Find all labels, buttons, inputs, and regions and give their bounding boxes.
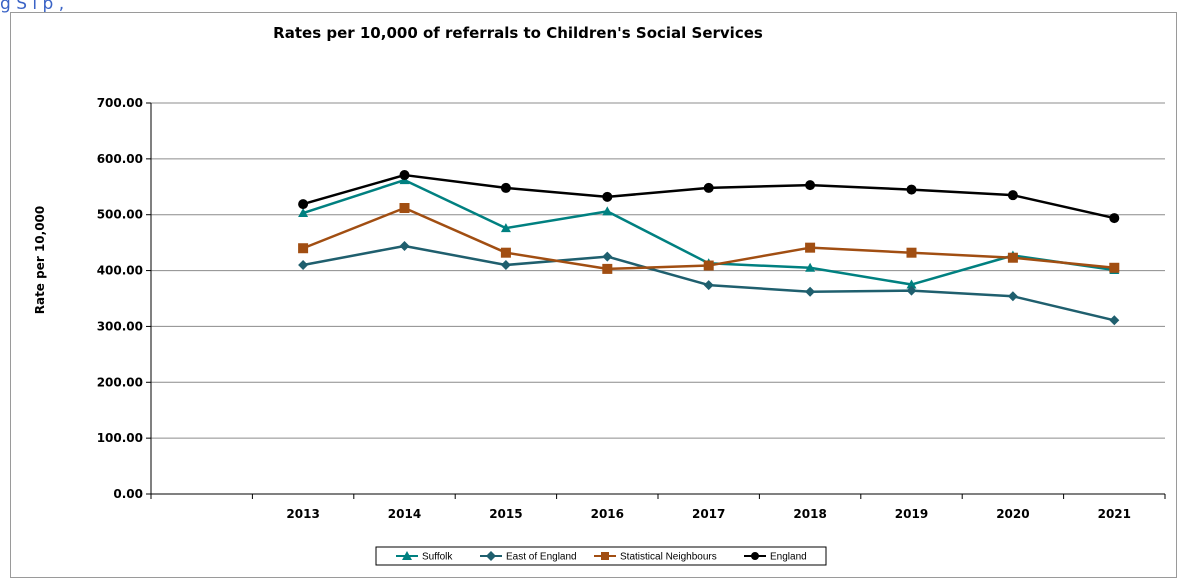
- y-axis-label: Rate per 10,000: [33, 206, 47, 315]
- chart-title: Rates per 10,000 of referrals to Childre…: [273, 24, 763, 42]
- legend-label-east-of-england: East of England: [506, 552, 577, 563]
- legend-marker-suffolk: [402, 551, 412, 560]
- y-tick-label: 300.00: [97, 319, 143, 333]
- data-point-suffolk: [906, 279, 917, 289]
- data-point-england: [1007, 190, 1018, 201]
- x-tick-label: 2019: [895, 507, 928, 521]
- y-tick-label: 500.00: [97, 208, 143, 222]
- y-tick-label: 200.00: [97, 375, 143, 389]
- y-tick-label: 600.00: [97, 152, 143, 166]
- data-point-england: [399, 170, 410, 181]
- data-point-suffolk: [602, 206, 613, 216]
- data-point-east-of-england: [1109, 315, 1120, 326]
- legend-label-england: England: [770, 552, 807, 563]
- data-point-statistical-neighbours: [298, 243, 309, 254]
- data-point-england: [1109, 213, 1120, 224]
- data-point-england: [805, 180, 816, 191]
- data-point-england: [298, 199, 309, 210]
- data-point-england: [906, 184, 917, 195]
- data-point-east-of-england: [399, 240, 410, 251]
- legend-marker-statistical-neighbours: [601, 552, 609, 560]
- data-point-east-of-england: [602, 251, 613, 262]
- legend-marker-england: [751, 552, 759, 560]
- data-point-statistical-neighbours: [805, 242, 816, 253]
- data-point-england: [500, 182, 511, 193]
- data-point-east-of-england: [906, 285, 917, 296]
- data-point-east-of-england: [1007, 291, 1018, 302]
- data-point-statistical-neighbours: [703, 260, 714, 271]
- data-point-statistical-neighbours: [399, 203, 410, 214]
- y-tick-label: 0.00: [113, 487, 143, 501]
- legend-marker-east-of-england: [486, 551, 496, 561]
- series-line-england: [302, 173, 1115, 220]
- x-tick-label: 2015: [489, 507, 522, 521]
- x-tick-label: 2013: [286, 507, 319, 521]
- data-point-england: [703, 182, 714, 193]
- data-point-suffolk: [500, 223, 511, 233]
- data-point-statistical-neighbours: [906, 247, 917, 258]
- page-header-fragment: g S i p ,: [0, 0, 65, 14]
- x-tick-label: 2018: [793, 507, 826, 521]
- data-point-statistical-neighbours: [1109, 262, 1120, 273]
- x-tick-label: 2017: [692, 507, 725, 521]
- data-point-east-of-england: [500, 259, 511, 270]
- y-tick-label: 700.00: [97, 96, 143, 110]
- y-tick-label: 100.00: [97, 431, 143, 445]
- data-point-england: [602, 191, 613, 202]
- data-point-statistical-neighbours: [602, 263, 613, 274]
- data-point-east-of-england: [703, 280, 714, 291]
- data-point-statistical-neighbours: [1007, 252, 1018, 263]
- y-tick-label: 400.00: [97, 264, 143, 278]
- data-point-suffolk: [298, 208, 309, 218]
- data-point-suffolk: [805, 262, 816, 272]
- data-point-east-of-england: [805, 286, 816, 297]
- legend-label-suffolk: Suffolk: [422, 552, 453, 563]
- x-tick-label: 2016: [591, 507, 624, 521]
- x-tick-label: 2021: [1098, 507, 1131, 521]
- x-tick-label: 2020: [996, 507, 1029, 521]
- data-point-east-of-england: [298, 259, 309, 270]
- legend-label-statistical-neighbours: Statistical Neighbours: [620, 552, 717, 563]
- data-point-statistical-neighbours: [500, 247, 511, 258]
- x-tick-label: 2014: [388, 507, 421, 521]
